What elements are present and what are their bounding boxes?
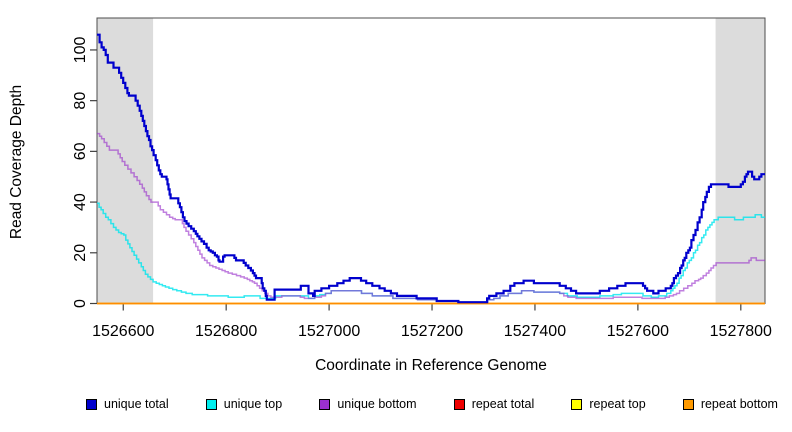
x-tick-label: 1527400 (504, 323, 566, 340)
legend-marker-unique-bottom (319, 398, 331, 410)
series-line-unique-total (97, 33, 765, 304)
legend-item-unique-total: unique total (86, 398, 169, 411)
y-tick-label: 0 (72, 299, 89, 308)
legend-marker-unique-total (86, 398, 97, 410)
shaded-region-right (715, 18, 765, 304)
legend-marker-repeat-bottom (682, 398, 694, 410)
y-tick-label: 100 (72, 37, 89, 64)
series-line-unique-bottom (97, 132, 765, 303)
coverage-plot-canvas: 1526600 1526800 1527000 1527200 1527400 15276… (72, 17, 772, 340)
legend-label-unique-top: unique top (223, 397, 283, 411)
legend-label-repeat-bottom: repeat bottom (700, 397, 778, 411)
legend-item-unique-top: unique top (205, 397, 283, 411)
legend-label-repeat-top: repeat top (589, 397, 646, 411)
legend-marker-unique-top (205, 398, 217, 410)
y-tick-label: 80 (72, 92, 89, 110)
x-tick-label: 1527600 (607, 323, 669, 340)
legend-item-repeat-bottom: repeat bottom (682, 397, 778, 411)
x-tick-label: 1527000 (298, 323, 360, 340)
legend-marker-repeat-top (571, 398, 583, 410)
legend-label-unique-bottom: unique bottom (337, 397, 417, 411)
x-tick-label: 1527800 (710, 323, 772, 340)
y-axis-label: Read Coverage Depth (8, 84, 25, 240)
y-tick-label: 40 (72, 193, 89, 211)
legend-label-unique-total: unique total (104, 397, 169, 411)
legend-item-unique-bottom: unique bottom (319, 397, 417, 411)
plot-frame (96, 17, 766, 304)
x-tick-label: 1526800 (195, 323, 257, 340)
legend-item-repeat-top: repeat top (571, 397, 646, 411)
legend-marker-repeat-total (453, 398, 465, 410)
plot-legend: unique total unique top unique bottom repea… (86, 398, 778, 411)
legend-label-repeat-total: repeat total (471, 397, 535, 411)
x-tick-label: 1526600 (92, 323, 154, 340)
legend-item-repeat-total: repeat total (453, 397, 535, 411)
y-tick-label: 60 (72, 142, 89, 160)
y-tick-label: 20 (72, 244, 89, 262)
x-tick-label: 1527200 (401, 323, 463, 340)
x-axis-label: Coordinate in Reference Genome (315, 357, 547, 374)
